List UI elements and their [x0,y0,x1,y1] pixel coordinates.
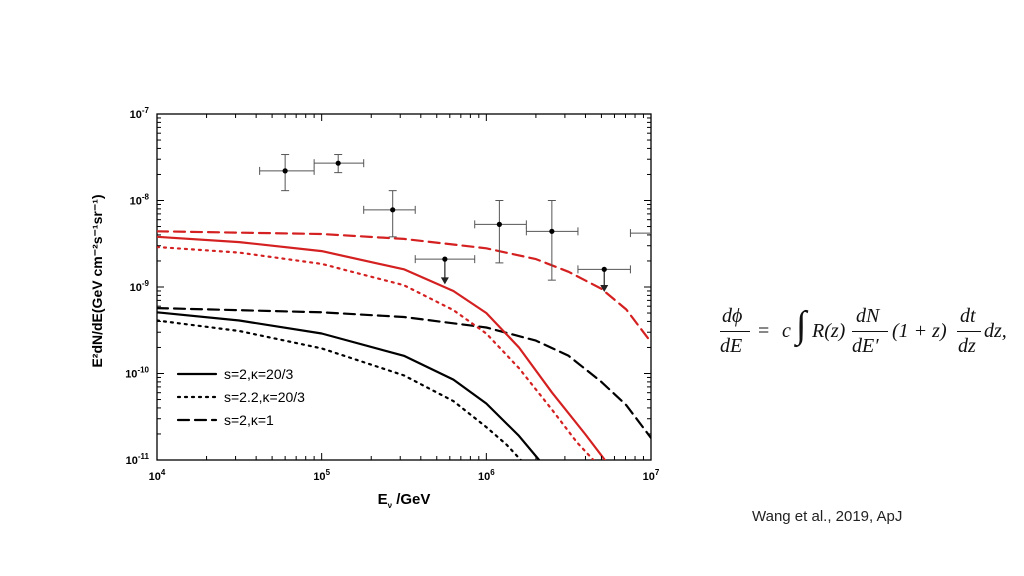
eq-tail: dz, [984,320,1007,342]
data-point-2 [363,190,416,238]
x-tick-label: 106 [478,468,495,483]
legend-label-0: s=2,κ=20/3 [224,366,293,382]
eq-dt-denominator: dz [958,335,976,357]
y-tick-label: 10-11 [126,452,150,467]
eq-dt-fraction-bar [957,331,981,333]
data-marker [549,228,555,234]
data-point-5 [525,200,579,281]
data-point-1 [313,154,365,174]
axis-ticks: 104 105 106 107 10-11 10-10 10-9 10-8 10-7 [125,106,660,483]
data-point-4 [474,200,527,264]
x-axis-label: Eν /GeV [378,491,431,510]
upper-limit-arrow [600,284,609,292]
data-point-0 [259,154,315,192]
data-marker [442,256,448,262]
legend-label-2: s=2,κ=1 [224,412,274,428]
series-curve-3 [157,235,606,460]
y-axis-label: E²dN/dE(GeV cm⁻²s⁻¹sr⁻¹) [89,194,105,367]
data-point-6 [577,265,631,292]
x-tick-label: 105 [313,468,330,483]
eq-dn-numerator: dN [856,305,880,327]
data-point-7 [629,229,650,238]
eq-lhs-denominator: dE [720,335,743,357]
eq-one-plus-z: (1 + z) [892,320,947,342]
eq-integral: ∫ [796,304,807,346]
x-tick-label: 104 [149,468,166,483]
upper-limit-arrow [440,277,449,285]
data-marker [601,266,607,272]
y-tick-label: 10-8 [130,193,150,208]
eq-dt-numerator: dt [960,305,976,327]
flux-equation: dϕ dE = c ∫ R(z) dN dE′ (1 + z) dt dz dz… [716,300,1016,370]
eq-rz: R(z) [812,320,846,342]
series-curve-1 [157,319,522,460]
axis-labels: Eν /GeV E²dN/dE(GeV cm⁻²s⁻¹sr⁻¹) [89,194,430,510]
eq-lhs-numerator: dϕ [722,305,743,327]
neutrino-flux-chart: 104 105 106 107 10-11 10-10 10-9 10-8 10-7 s=2,κ… [89,106,660,510]
data-marker [335,160,341,166]
y-tick-label: 10-9 [130,279,150,294]
data-points [259,154,650,292]
series-curve-5 [157,230,651,344]
eq-lhs-fraction-bar [720,331,750,333]
y-tick-label: 10-7 [130,106,150,121]
legend-label-1: s=2.2,κ=20/3 [224,389,305,405]
model-curves [157,230,651,460]
data-point-3 [414,255,476,285]
series-curve-4 [157,245,595,460]
data-marker [496,221,502,227]
eq-constant: c [782,320,791,342]
citation: Wang et al., 2019, ApJ [752,508,903,525]
data-marker [282,168,288,174]
eq-equals: = [758,320,770,342]
plot-frame [156,113,652,461]
series-curve-0 [157,311,541,460]
eq-dn-fraction-bar [852,331,888,333]
data-marker [390,207,396,213]
legend: s=2,κ=20/3 s=2.2,κ=20/3 s=2,κ=1 [176,366,305,428]
eq-dn-denominator: dE′ [852,335,879,357]
x-tick-label: 107 [643,468,660,483]
y-tick-label: 10-10 [125,366,149,381]
series-curve-2 [157,307,651,439]
plot-frame-border [156,113,652,461]
